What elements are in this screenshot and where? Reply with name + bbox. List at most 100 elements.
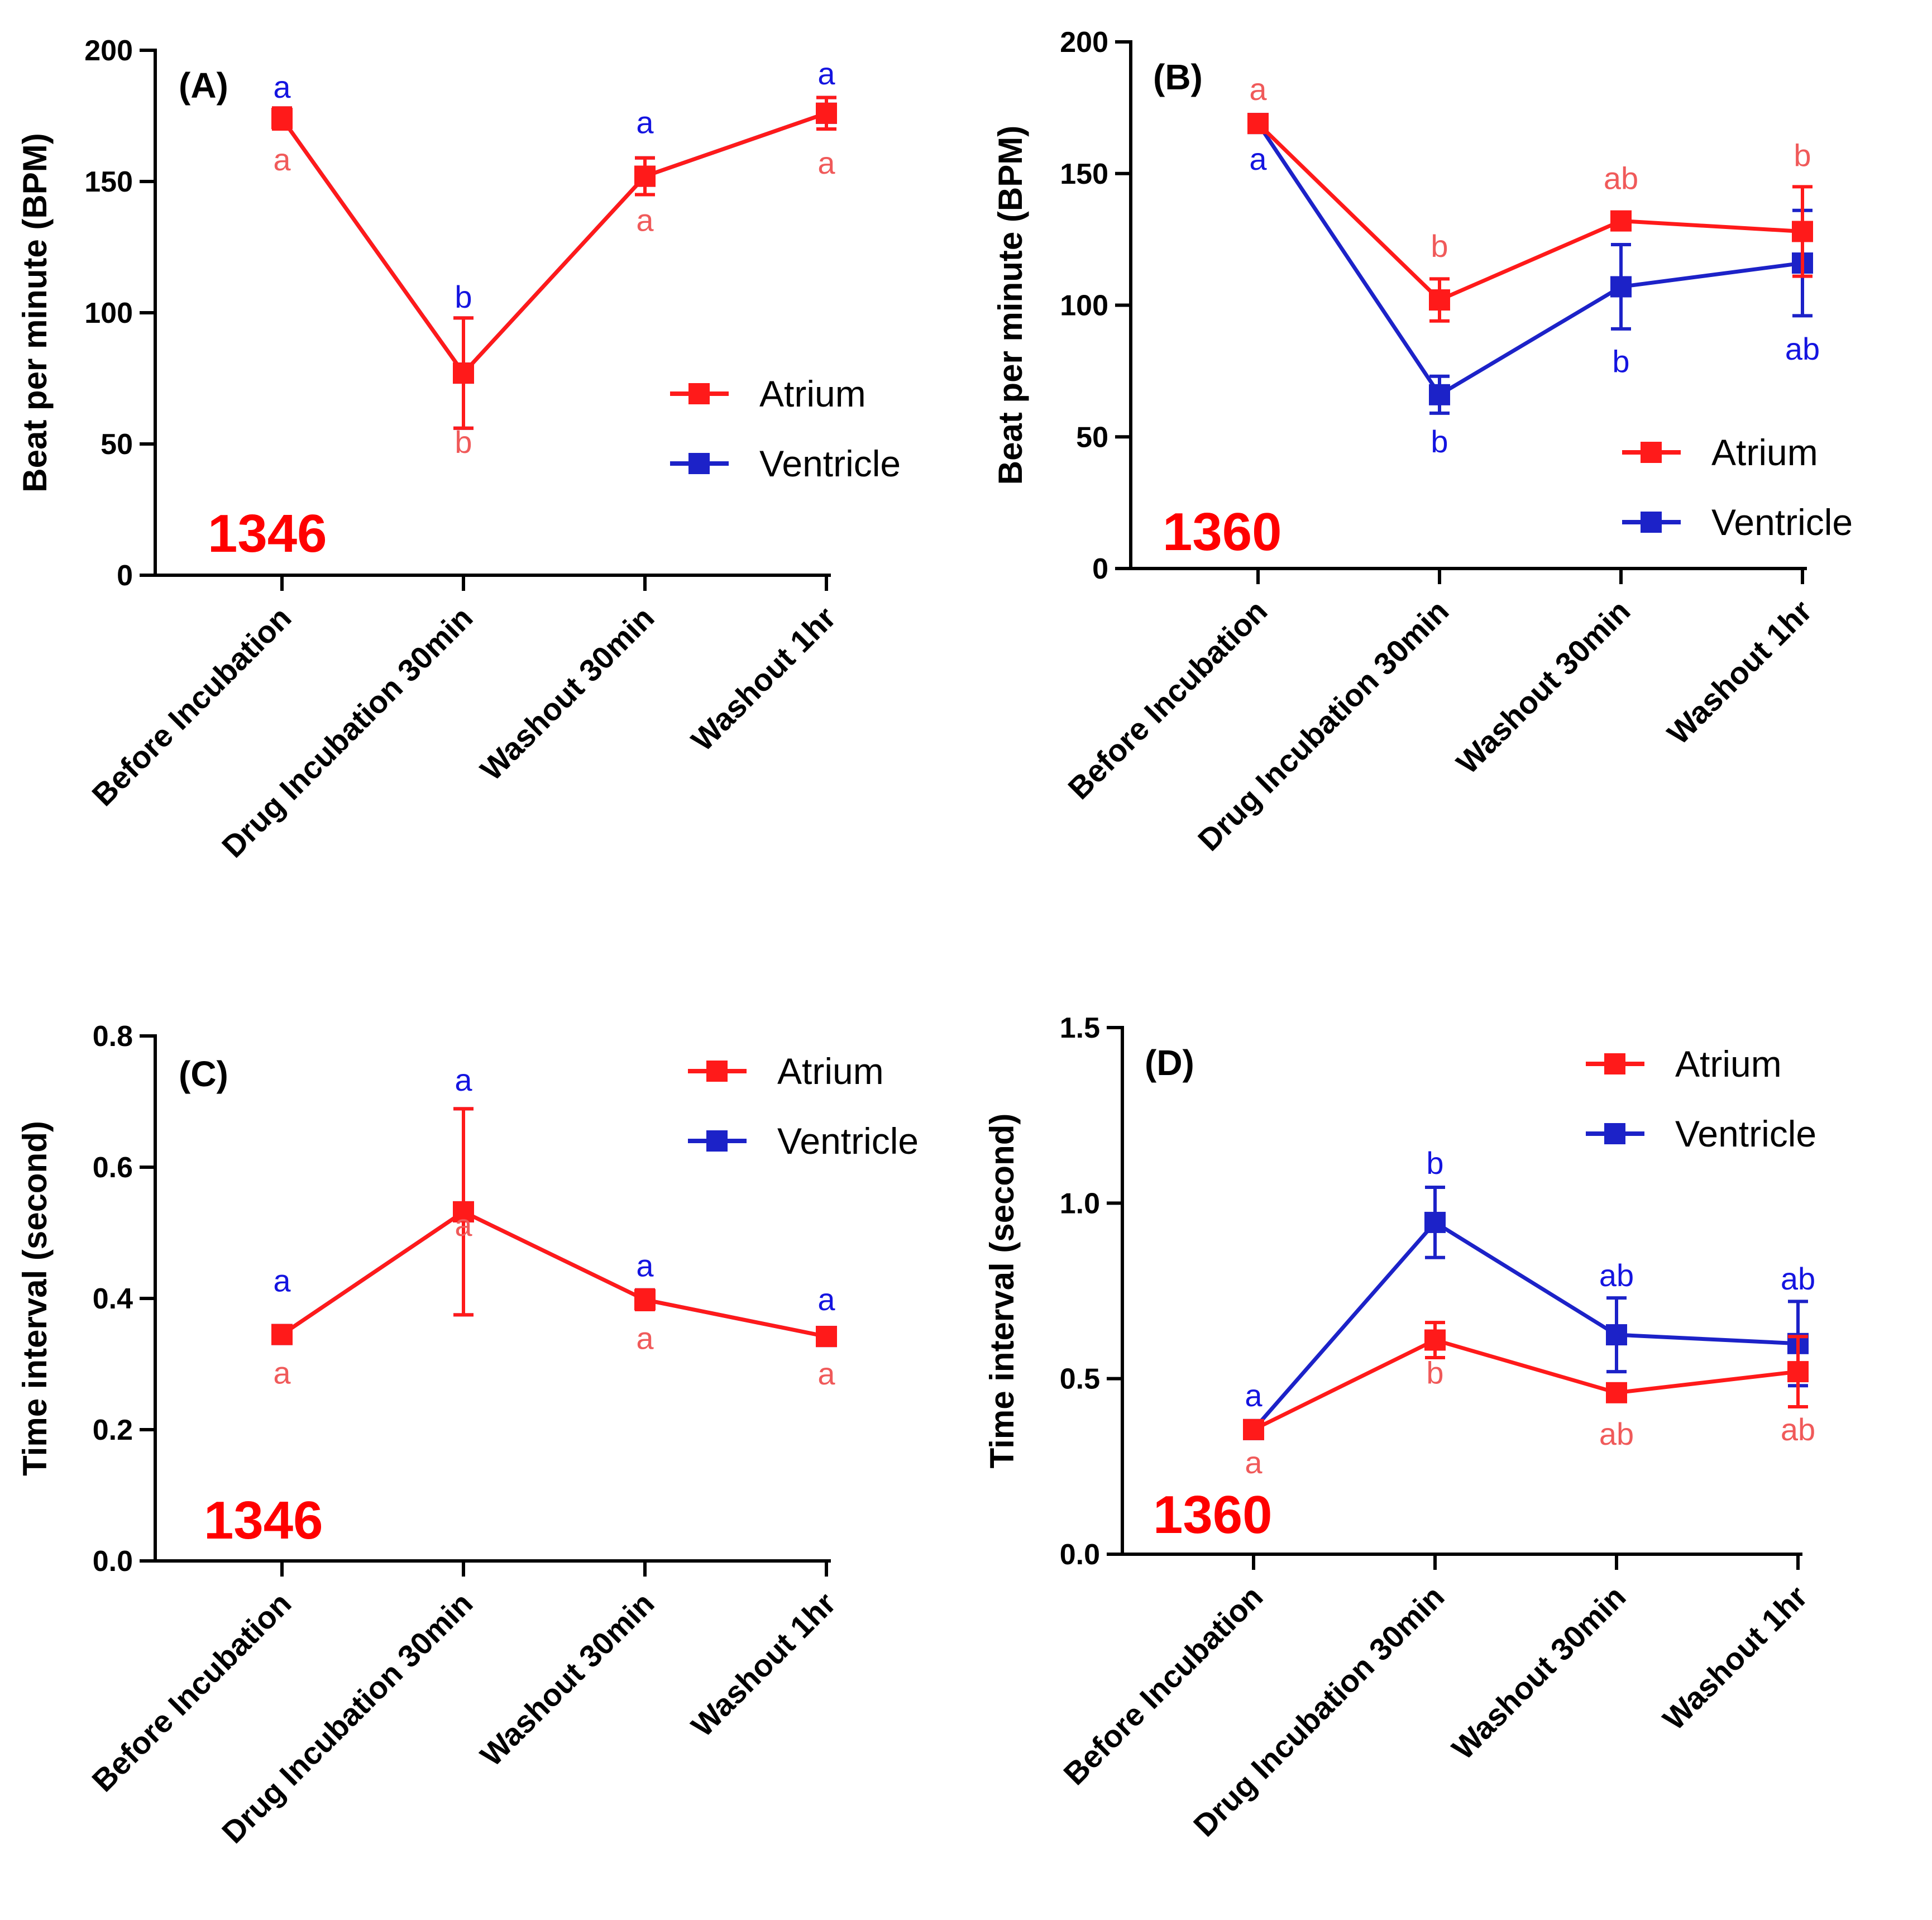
series-line (280, 111, 828, 376)
legend-swatch-marker (1604, 1053, 1625, 1074)
series-ventricle (1247, 113, 1813, 415)
series-atrium (1247, 113, 1813, 323)
significance-letter: b (455, 424, 472, 460)
y-axis-title: Time interval (second) (983, 1114, 1021, 1469)
y-tick-label: 200 (84, 35, 133, 67)
y-axis-title: Beat per minute (BPM) (16, 133, 54, 492)
significance-letter: a (273, 1355, 291, 1391)
sample-id: 1346 (208, 504, 327, 563)
significance-letter: ab (1781, 1261, 1815, 1296)
series-line (281, 1209, 827, 1339)
significance-letter: b (1426, 1355, 1443, 1391)
series-ventricle (271, 1107, 837, 1348)
x-tick-label: Washout 1hr (685, 1585, 843, 1744)
significance-letter: a (1245, 1445, 1263, 1480)
y-tick-label: 0.8 (93, 1020, 133, 1053)
x-tick-label: Washout 1hr (1661, 593, 1819, 751)
x-tick-label: Washout 30min (474, 1585, 661, 1773)
x-tick-label: Before Incubation (85, 1585, 298, 1798)
sample-id: 1360 (1163, 502, 1282, 562)
significance-letter: a (455, 1062, 472, 1097)
x-tick-label: Washout 30min (1445, 1579, 1633, 1766)
legend: Atrium Ventricle (688, 1050, 919, 1162)
significance-letter: a (636, 1248, 654, 1283)
y-tick-label: 0.6 (93, 1152, 133, 1184)
series-line (281, 1209, 827, 1339)
data-point (1429, 384, 1450, 405)
data-point (634, 165, 656, 187)
data-point (1787, 1361, 1809, 1383)
data-point (1424, 1329, 1446, 1351)
data-point (816, 102, 837, 124)
panel-label: (D) (1145, 1043, 1194, 1083)
legend-swatch-marker (688, 383, 710, 404)
y-tick-label: 50 (1076, 421, 1108, 453)
y-tick-label: 100 (84, 297, 133, 329)
significance-letter: ab (1785, 331, 1820, 366)
significance-letter: ab (1604, 161, 1638, 196)
legend-swatch-marker (1604, 1123, 1625, 1144)
sample-id: 1360 (1153, 1485, 1273, 1545)
y-tick-label: 1.0 (1060, 1187, 1100, 1220)
significance-letter: a (817, 1282, 835, 1317)
significance-letter: b (1431, 228, 1448, 264)
data-point (1610, 276, 1632, 298)
data-point (1792, 221, 1813, 242)
legend-label-atrium: Atrium (1675, 1043, 1782, 1085)
significance-letter: b (1612, 343, 1629, 379)
significance-letter: a (817, 1356, 835, 1391)
legend: Atrium Ventricle (1622, 432, 1853, 543)
x-tick-label: Washout 30min (474, 600, 661, 787)
data-point (271, 108, 293, 130)
x-tick-label: Washout 1hr (1656, 1579, 1814, 1737)
y-tick-label: 1.5 (1060, 1012, 1100, 1044)
data-point (271, 1324, 293, 1345)
series-line (1252, 1338, 1799, 1431)
y-axis-title: Time interval (second) (16, 1121, 54, 1476)
y-tick-label: 150 (1060, 158, 1108, 190)
significance-letter: a (273, 69, 291, 104)
legend-swatch-marker (706, 1061, 728, 1082)
y-tick-label: 0 (1092, 553, 1108, 585)
significance-letter: b (455, 279, 472, 314)
significance-letter: ab (1599, 1258, 1634, 1293)
y-tick-label: 0.5 (1060, 1363, 1100, 1396)
legend-label-ventricle: Ventricle (1675, 1113, 1816, 1154)
legend-swatch-marker (1641, 442, 1662, 463)
legend: Atrium Ventricle (1586, 1043, 1816, 1154)
y-tick-label: 0.0 (93, 1545, 133, 1578)
series-atrium (271, 95, 837, 430)
legend-swatch-marker (706, 1130, 728, 1152)
series-atrium (1243, 1321, 1809, 1440)
significance-letter: a (817, 56, 835, 91)
data-point (1606, 1382, 1627, 1403)
series-line (280, 111, 828, 376)
significance-letter: b (1426, 1145, 1443, 1181)
significance-letter: a (273, 142, 291, 177)
significance-letter: a (636, 203, 654, 238)
series-ventricle (271, 95, 837, 430)
series-line (1256, 122, 1803, 398)
significance-letter: a (817, 145, 835, 180)
significance-letter: a (1249, 141, 1267, 176)
data-point (1247, 113, 1269, 135)
data-point (1429, 289, 1450, 311)
panel-label: (A) (179, 65, 228, 106)
x-tick-label: Before Incubation (1061, 593, 1274, 806)
y-tick-label: 150 (84, 166, 133, 198)
y-tick-label: 0 (117, 560, 133, 592)
series-line (1256, 122, 1803, 303)
legend-swatch-marker (688, 453, 710, 474)
y-axis-title: Beat per minute (BPM) (992, 126, 1029, 485)
significance-letter: a (636, 1320, 654, 1355)
legend-label-atrium: Atrium (777, 1050, 884, 1092)
significance-letter: a (455, 1207, 472, 1243)
y-tick-label: 100 (1060, 290, 1108, 322)
y-tick-label: 200 (1060, 26, 1108, 59)
significance-letter: ab (1781, 1412, 1815, 1447)
